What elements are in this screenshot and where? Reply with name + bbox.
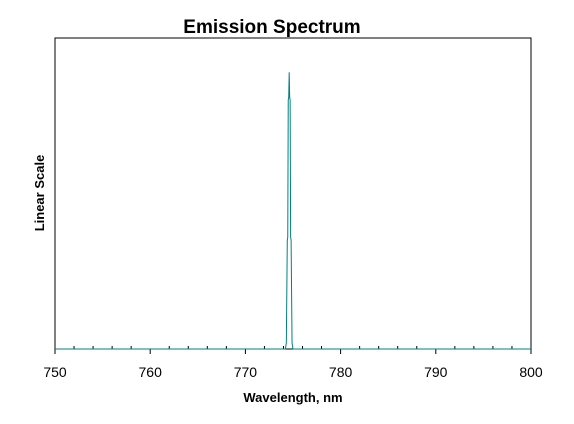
y-axis-label: Linear Scale xyxy=(32,155,47,232)
series-layer xyxy=(55,72,531,350)
chart-title: Emission Spectrum xyxy=(183,17,360,38)
x-tick-label: 770 xyxy=(234,364,258,380)
x-tick-label: 780 xyxy=(329,364,353,380)
x-tick-label: 760 xyxy=(139,364,163,380)
x-tick-label: 790 xyxy=(424,364,448,380)
x-axis-label: Wavelength, nm xyxy=(243,390,342,405)
x-tick-label: 750 xyxy=(43,364,67,380)
x-axis-tick-labels: 750 760 770 780 790 800 xyxy=(43,364,543,380)
x-tick-label: 800 xyxy=(519,364,543,380)
plot-frame xyxy=(54,37,532,350)
spectrum-line-0 xyxy=(55,72,531,350)
